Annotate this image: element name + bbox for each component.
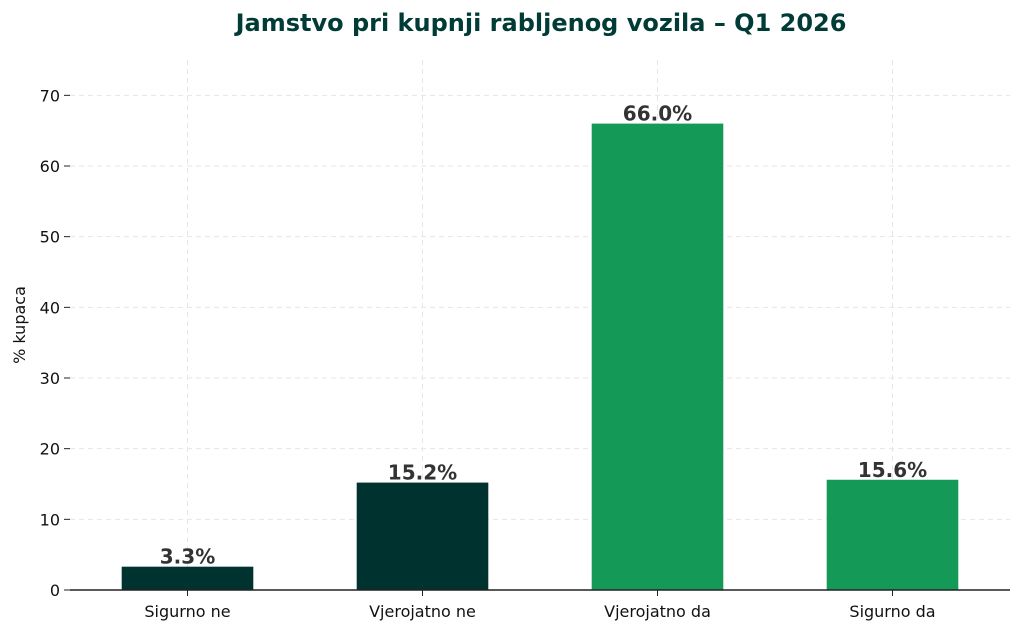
chart-title: Jamstvo pri kupnji rabljenog vozila – Q1… [234, 9, 847, 37]
y-axis-label: % kupaca [10, 286, 29, 364]
y-tick-label: 0 [50, 581, 60, 600]
y-tick-label: 20 [40, 440, 60, 459]
bars [121, 123, 959, 590]
bar [826, 479, 959, 590]
bar [121, 566, 254, 590]
data-label: 15.6% [858, 458, 927, 482]
x-tick-label: Sigurno da [849, 602, 935, 621]
data-label: 15.2% [388, 461, 457, 485]
y-tick-label: 60 [40, 157, 60, 176]
y-tick-label: 50 [40, 228, 60, 247]
y-tick-label: 70 [40, 86, 60, 105]
data-labels: 3.3% 15.2% 66.0% 15.6% [160, 102, 927, 569]
y-tick-label: 30 [40, 369, 60, 388]
y-tick-label: 10 [40, 510, 60, 529]
x-tick-label: Vjerojatno ne [369, 602, 476, 621]
y-axis-ticks: 0 10 20 30 40 50 60 70 [40, 86, 70, 600]
y-tick-label: 40 [40, 298, 60, 317]
data-label: 66.0% [623, 102, 692, 126]
data-label: 3.3% [160, 545, 215, 569]
bar [356, 482, 489, 590]
x-tick-label: Vjerojatno da [604, 602, 711, 621]
x-axis-ticks: Sigurno ne Vjerojatno ne Vjerojatno da Sigu… [144, 590, 936, 621]
bar [591, 123, 724, 590]
x-tick-label: Sigurno ne [144, 602, 230, 621]
